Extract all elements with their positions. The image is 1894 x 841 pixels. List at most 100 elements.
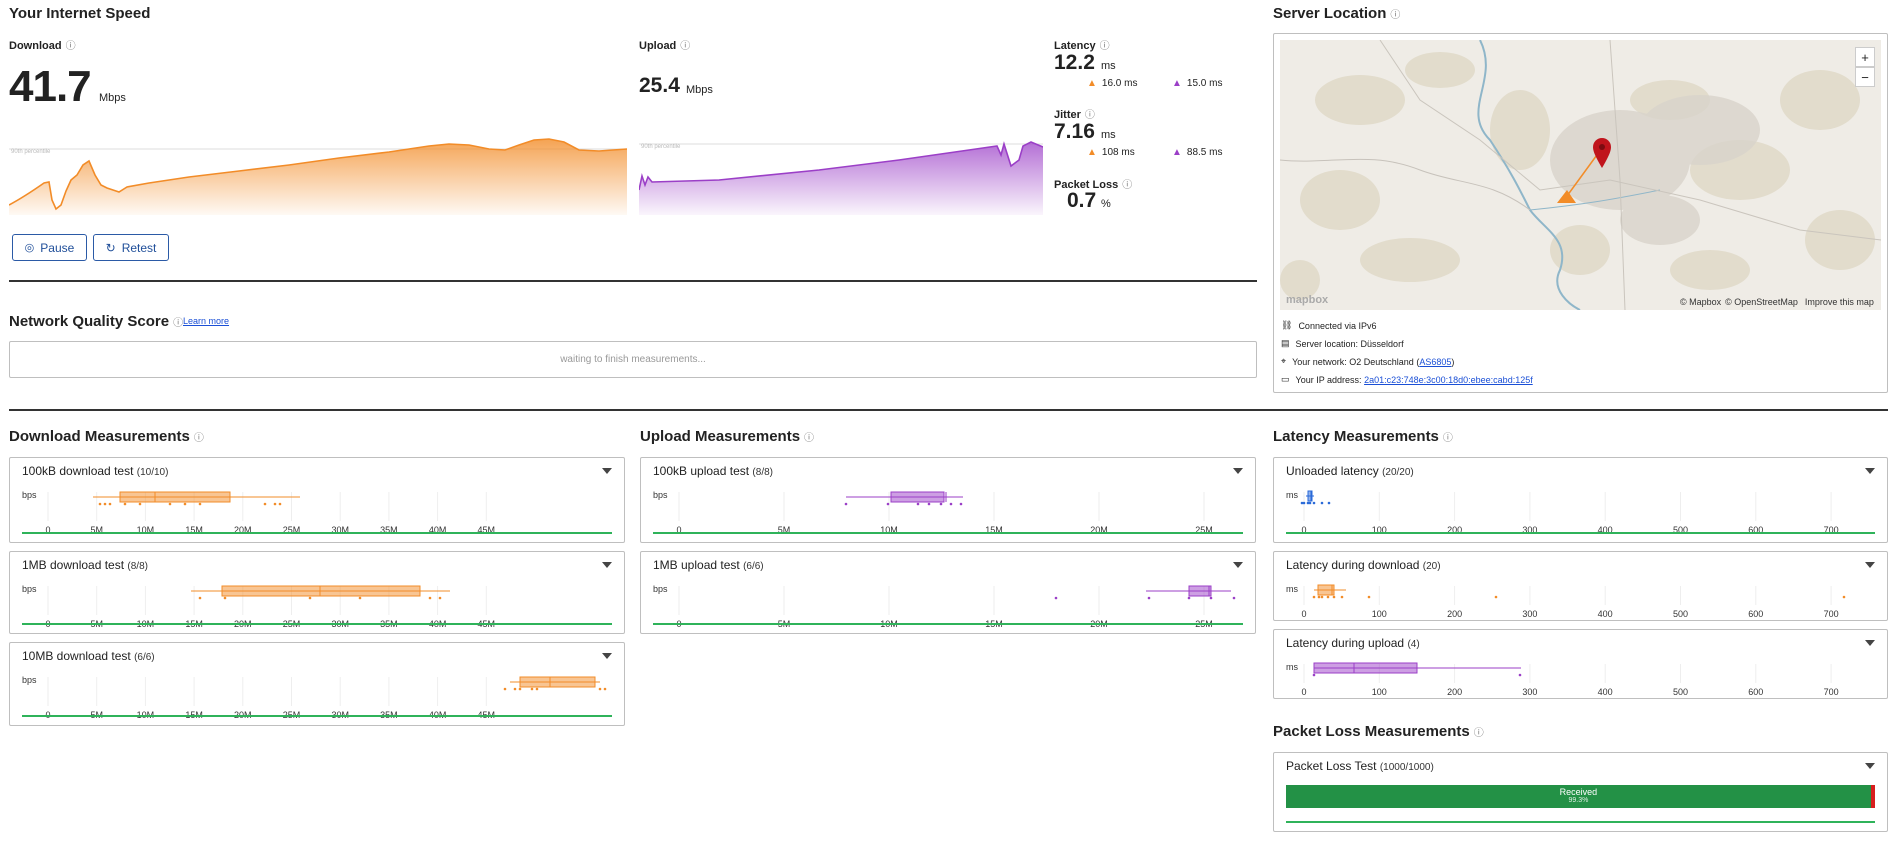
retest-button[interactable]: ↻ Retest [93,234,169,261]
axis-tick-label: 500 [1673,525,1688,535]
info-icon[interactable]: ⓘ [173,318,184,329]
sample-point [308,596,312,600]
chevron-down-icon[interactable] [1865,640,1875,646]
osm-attribution-link[interactable]: © OpenStreetMap [1725,297,1798,307]
learn-more-link[interactable]: Learn more [183,316,230,326]
sample-point [1054,596,1058,600]
improve-map-link[interactable]: Improve this map [1804,297,1874,307]
axis-tick-label: 40M [429,525,447,535]
download-test-card[interactable]: 100kB download test (10/10) bps 0 5M 10M 15… [9,457,625,543]
jitter-download: ▲ 108 ms [1087,147,1135,158]
chevron-down-icon[interactable] [602,468,612,474]
sample-point [1367,595,1371,599]
ip-address-link[interactable]: 2a01:c23:748e:3c00:18d0:ebee:cabd:125f [1364,374,1533,385]
info-icon[interactable]: ⓘ [1442,433,1453,444]
chevron-down-icon[interactable] [1865,763,1875,769]
info-icon[interactable]: ⓘ [193,433,204,444]
sample-point [513,687,517,691]
sample-point [1842,595,1846,599]
sample-point [1326,595,1330,599]
sample-point [1312,501,1316,505]
upload-speed-value: 25.4 [639,74,680,97]
upload-test-card[interactable]: 1MB upload test (6/6) bps 05M10M15M20M25… [640,551,1256,634]
sample-point [844,502,848,506]
boxplot-unloaded-latency: 0 100 200 300 400 500 600 700 [1300,490,1839,535]
sample-point [1494,595,1498,599]
chevron-down-icon[interactable] [1233,468,1243,474]
latency-test-card[interactable]: Latency during upload (4) ms 0 100 200 300 4… [1273,629,1888,699]
sample-point [1320,501,1324,505]
ip-address-info: ▭ Your IP address: 2a01:c23:748e:3c00:18d… [1281,374,1533,385]
mapbox-attribution-link[interactable]: © Mapbox [1680,297,1722,307]
axis-unit: bps [22,584,37,594]
info-icon[interactable]: ⓘ [1099,41,1110,52]
axis-tick-label: 300 [1522,525,1537,535]
quality-score-box: waiting to finish measurements... [9,341,1257,378]
latency-download: ▲ 16.0 ms [1087,78,1138,89]
sample-point [1209,596,1213,600]
chevron-down-icon[interactable] [1233,562,1243,568]
boxplot-box [890,491,945,503]
test-title: Packet Loss Test (1000/1000) [1286,759,1434,773]
pause-button[interactable]: ◎ Pause [12,234,87,261]
axis-tick-label: 100 [1372,687,1387,697]
sample-point [927,502,931,506]
info-icon[interactable]: ⓘ [1084,110,1095,121]
upload-test-card[interactable]: 100kB upload test (8/8) bps 0 5M 10M 15M 20M… [640,457,1256,543]
axis-tick-label: 45M [478,525,496,535]
jitter-upload: ▲ 88.5 ms [1172,147,1223,158]
section-title-internet-speed: Your Internet Speed [9,5,151,22]
server-map[interactable]: mapbox [1280,40,1881,310]
sample-point [123,502,127,506]
axis-tick-label: 20M [1090,525,1108,535]
latency-test-card[interactable]: Latency during download (20) ms 0 100 200 3… [1273,551,1888,621]
chevron-down-icon[interactable] [1865,468,1875,474]
sample-point [278,502,282,506]
section-title-upload-measurements: Upload Measurements ⓘ [640,428,815,445]
latency-test-card[interactable]: Unloaded latency (20/20) ms 0 100 200 300 40… [1273,457,1888,543]
download-load-icon: ▲ [1087,147,1097,158]
upload-load-icon: ▲ [1172,78,1182,89]
info-icon[interactable]: ⓘ [1473,728,1484,739]
network-info: ⌖ Your network: O2 Deutschland (AS6805) [1281,356,1455,367]
monitor-icon: ▭ [1281,374,1290,384]
zoom-out-button[interactable]: − [1855,67,1875,87]
received-bar: Received 99.3% [1286,785,1871,808]
download-test-card[interactable]: 1MB download test (8/8) bps 05M10M15M20M… [9,551,625,634]
test-title: Unloaded latency (20/20) [1286,464,1414,478]
percentile-label: 90th percentile [11,149,51,155]
test-title: Latency during upload (4) [1286,636,1420,650]
download-test-card[interactable]: 10MB download test (6/6) bps 05M10M15M20… [9,642,625,726]
boxplot-box [221,585,421,597]
info-icon[interactable]: ⓘ [804,433,815,444]
axis-tick-label: 10M [880,525,898,535]
boxplot-latency-upload: 0 100 200 300 400 500 600 700 [1301,662,1839,697]
info-icon[interactable]: ⓘ [1122,180,1133,191]
axis-unit: bps [22,675,37,685]
jitter-unit: ms [1101,129,1116,141]
packet-loss-test-card[interactable]: Packet Loss Test (1000/1000) Received 99… [1273,752,1888,832]
as-number-link[interactable]: AS6805 [1419,356,1452,367]
info-icon[interactable]: ⓘ [680,41,691,52]
sample-point [358,596,362,600]
axis-tick-label: 0 [1301,609,1306,619]
chevron-down-icon[interactable] [1865,562,1875,568]
boxplot-100kb-upload: 0 5M 10M 15M 20M 25M [676,491,1213,535]
axis-tick-label: 400 [1598,525,1613,535]
packet-loss-bar: Received 99.3% [1286,785,1875,808]
latency-upload: ▲ 15.0 ms [1172,78,1223,89]
zoom-in-button[interactable]: + [1855,47,1875,67]
sample-point [1327,501,1331,505]
mapbox-logo: mapbox [1286,294,1329,306]
sample-point [1147,596,1151,600]
axis-tick-label: 300 [1522,687,1537,697]
test-title: 100kB download test (10/10) [22,464,169,478]
info-icon[interactable]: ⓘ [65,41,76,52]
info-icon[interactable]: ⓘ [1390,10,1401,21]
axis-unit: ms [1286,584,1298,594]
sample-point [273,502,277,506]
axis-tick-label: 5M [90,525,103,535]
chevron-down-icon[interactable] [602,562,612,568]
axis-tick-label: 10M [137,525,155,535]
chevron-down-icon[interactable] [602,653,612,659]
